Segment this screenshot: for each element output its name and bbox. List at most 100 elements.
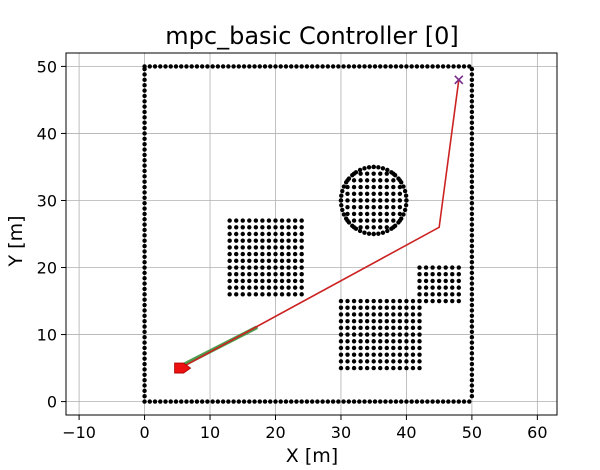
obstacle-point — [380, 166, 386, 171]
boundary-point — [241, 399, 247, 404]
obstacle-point — [364, 318, 370, 324]
obstacle-point — [443, 298, 448, 304]
obstacle-point — [371, 298, 376, 304]
boundary-point — [430, 64, 435, 69]
obstacle-point — [378, 352, 383, 357]
plot-area — [142, 64, 475, 404]
obstacle-point — [266, 251, 272, 257]
obstacle-point — [234, 225, 239, 230]
boundary-point — [142, 281, 147, 286]
boundary-point — [142, 276, 147, 281]
boundary-point — [268, 399, 273, 404]
boundary-point — [469, 324, 475, 329]
obstacle-point — [404, 312, 409, 317]
boundary-point — [283, 399, 289, 404]
boundary-point — [273, 399, 278, 404]
boundary-point — [142, 195, 147, 200]
boundary-point — [469, 233, 475, 238]
obstacle-point — [299, 231, 304, 237]
obstacle-point — [430, 292, 435, 297]
obstacle-point — [358, 184, 363, 190]
obstacle-point — [227, 231, 232, 237]
boundary-point — [147, 64, 152, 69]
goal-cross-stroke — [454, 75, 464, 85]
obstacle-point — [389, 170, 394, 175]
obstacle-point — [364, 198, 370, 203]
boundary-point — [199, 399, 205, 404]
obstacle-point — [378, 359, 383, 364]
boundary-point — [262, 64, 268, 69]
obstacle-point — [345, 345, 350, 351]
boundary-point — [469, 292, 475, 297]
obstacle-point — [240, 285, 245, 290]
obstacle-point — [410, 312, 416, 317]
boundary-point — [236, 64, 242, 69]
obstacle-point — [450, 272, 455, 277]
obstacle-point — [384, 312, 389, 317]
obstacle-point — [417, 318, 422, 324]
obstacle-point — [273, 218, 278, 223]
obstacle-point — [371, 318, 376, 324]
obstacle-point — [391, 365, 396, 371]
obstacle-point — [391, 312, 396, 317]
obstacle-point — [345, 318, 350, 324]
boundary-point — [372, 399, 378, 404]
obstacle-point — [410, 298, 416, 304]
obstacle-point — [364, 345, 370, 351]
obstacle-point — [351, 178, 357, 183]
obstacle-point — [292, 245, 298, 250]
obstacle-point — [417, 359, 422, 364]
obstacle-point — [227, 238, 232, 243]
obstacle-point — [247, 245, 252, 250]
obstacle-point — [358, 332, 363, 337]
obstacle-point — [247, 225, 252, 230]
boundary-point — [205, 399, 210, 404]
boundary-point — [142, 217, 147, 222]
obstacle-point — [364, 359, 370, 364]
boundary-point — [456, 64, 461, 69]
boundary-point — [142, 115, 147, 120]
obstacle-point — [273, 292, 278, 297]
boundary-point — [469, 168, 475, 174]
obstacle-point — [404, 305, 409, 310]
y-tick-label: 40 — [37, 124, 57, 143]
obstacle-point — [351, 204, 357, 210]
obstacle-point — [384, 184, 389, 190]
boundary-point — [378, 399, 383, 404]
axes-frame — [65, 52, 558, 416]
obstacle-point — [378, 218, 383, 223]
obstacle-point — [266, 218, 272, 223]
obstacle-point — [384, 339, 389, 344]
obstacle-point — [273, 251, 278, 257]
obstacle-point — [384, 218, 389, 223]
obstacle-point — [286, 231, 291, 237]
boundary-point — [215, 64, 221, 69]
boundary-point — [231, 399, 236, 404]
obstacle-point — [260, 218, 265, 223]
boundary-point — [142, 147, 147, 152]
obstacle-point — [240, 251, 245, 257]
boundary-point — [469, 200, 475, 206]
boundary-point — [142, 238, 147, 243]
obstacle-point — [343, 180, 349, 185]
boundary-point — [142, 152, 147, 158]
obstacle-point — [247, 272, 252, 277]
boundary-point — [469, 243, 475, 249]
obstacle-point — [417, 292, 422, 297]
boundary-point — [469, 335, 475, 340]
obstacle-point — [253, 218, 259, 223]
obstacle-point — [378, 178, 383, 183]
boundary-point — [142, 383, 147, 388]
obstacle-point — [240, 292, 245, 297]
obstacle-point — [234, 265, 239, 270]
obstacle-point — [240, 218, 245, 223]
boundary-point — [435, 399, 441, 404]
boundary-point — [142, 200, 147, 206]
boundary-point — [469, 217, 475, 222]
obstacle-point — [430, 285, 435, 290]
boundary-point — [289, 64, 294, 69]
obstacle-point — [399, 216, 404, 221]
boundary-point — [469, 109, 475, 115]
obstacle-point — [404, 339, 409, 344]
